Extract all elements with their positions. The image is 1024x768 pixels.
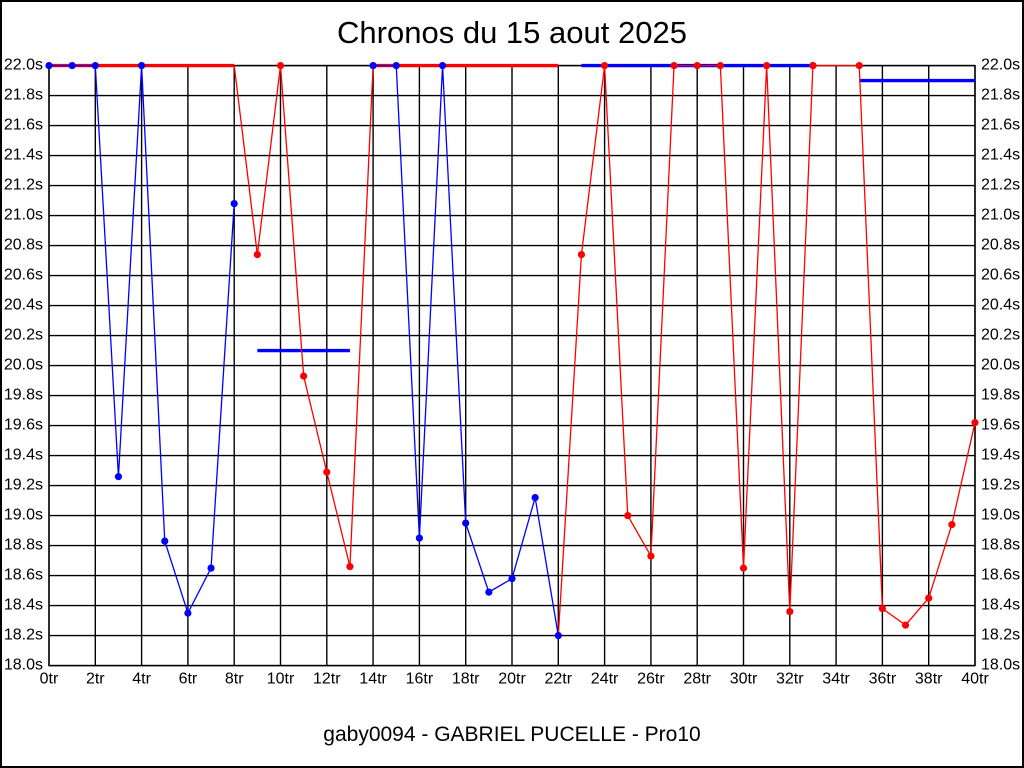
- svg-text:0tr: 0tr: [40, 671, 59, 688]
- svg-text:6tr: 6tr: [179, 671, 198, 688]
- svg-text:19.2s: 19.2s: [4, 477, 43, 494]
- svg-text:34tr: 34tr: [822, 671, 850, 688]
- svg-text:20.4s: 20.4s: [981, 297, 1020, 314]
- svg-text:21.6s: 21.6s: [981, 117, 1020, 134]
- svg-text:19.6s: 19.6s: [4, 417, 43, 434]
- svg-text:21.2s: 21.2s: [4, 177, 43, 194]
- svg-text:10tr: 10tr: [267, 671, 295, 688]
- svg-text:16tr: 16tr: [406, 671, 434, 688]
- svg-text:20.2s: 20.2s: [981, 327, 1020, 344]
- svg-text:32tr: 32tr: [776, 671, 804, 688]
- svg-text:26tr: 26tr: [637, 671, 665, 688]
- svg-text:40tr: 40tr: [961, 671, 989, 688]
- svg-text:21.2s: 21.2s: [981, 177, 1020, 194]
- svg-text:18.2s: 18.2s: [4, 627, 43, 644]
- svg-text:22.0s: 22.0s: [4, 57, 43, 74]
- svg-text:4tr: 4tr: [132, 671, 151, 688]
- svg-text:20.6s: 20.6s: [981, 267, 1020, 284]
- svg-text:21.4s: 21.4s: [4, 147, 43, 164]
- svg-text:19.4s: 19.4s: [981, 447, 1020, 464]
- svg-text:22.0s: 22.0s: [981, 57, 1020, 74]
- svg-text:20.8s: 20.8s: [981, 237, 1020, 254]
- svg-text:21.6s: 21.6s: [4, 117, 43, 134]
- svg-text:36tr: 36tr: [869, 671, 897, 688]
- svg-text:20.0s: 20.0s: [981, 357, 1020, 374]
- svg-text:19.4s: 19.4s: [4, 447, 43, 464]
- svg-text:20.4s: 20.4s: [4, 297, 43, 314]
- svg-text:8tr: 8tr: [225, 671, 244, 688]
- svg-text:30tr: 30tr: [730, 671, 758, 688]
- svg-text:21.8s: 21.8s: [981, 87, 1020, 104]
- svg-text:21.4s: 21.4s: [981, 147, 1020, 164]
- svg-text:20.2s: 20.2s: [4, 327, 43, 344]
- svg-text:18.0s: 18.0s: [4, 657, 43, 674]
- svg-text:22tr: 22tr: [545, 671, 573, 688]
- svg-text:20.6s: 20.6s: [4, 267, 43, 284]
- svg-text:20.8s: 20.8s: [4, 237, 43, 254]
- svg-text:14tr: 14tr: [359, 671, 387, 688]
- svg-text:20tr: 20tr: [498, 671, 526, 688]
- svg-text:18.6s: 18.6s: [4, 567, 43, 584]
- svg-text:19.2s: 19.2s: [981, 477, 1020, 494]
- svg-text:18.2s: 18.2s: [981, 627, 1020, 644]
- svg-text:18.8s: 18.8s: [981, 537, 1020, 554]
- svg-text:18.4s: 18.4s: [4, 597, 43, 614]
- svg-text:18tr: 18tr: [452, 671, 480, 688]
- svg-text:18.6s: 18.6s: [981, 567, 1020, 584]
- svg-text:18.8s: 18.8s: [4, 537, 43, 554]
- svg-text:20.0s: 20.0s: [4, 357, 43, 374]
- svg-text:21.0s: 21.0s: [981, 207, 1020, 224]
- svg-text:18.4s: 18.4s: [981, 597, 1020, 614]
- svg-text:19.8s: 19.8s: [4, 387, 43, 404]
- svg-text:19.8s: 19.8s: [981, 387, 1020, 404]
- svg-text:28tr: 28tr: [683, 671, 711, 688]
- svg-text:12tr: 12tr: [313, 671, 341, 688]
- svg-text:19.0s: 19.0s: [981, 507, 1020, 524]
- svg-text:gaby0094 - GABRIEL PUCELLE - P: gaby0094 - GABRIEL PUCELLE - Pro10: [323, 723, 700, 746]
- svg-text:24tr: 24tr: [591, 671, 619, 688]
- svg-text:2tr: 2tr: [86, 671, 105, 688]
- svg-text:19.0s: 19.0s: [4, 507, 43, 524]
- svg-text:Chronos du 15 aout 2025: Chronos du 15 aout 2025: [337, 15, 687, 50]
- svg-text:21.8s: 21.8s: [4, 87, 43, 104]
- svg-text:21.0s: 21.0s: [4, 207, 43, 224]
- svg-text:19.6s: 19.6s: [981, 417, 1020, 434]
- svg-text:38tr: 38tr: [915, 671, 943, 688]
